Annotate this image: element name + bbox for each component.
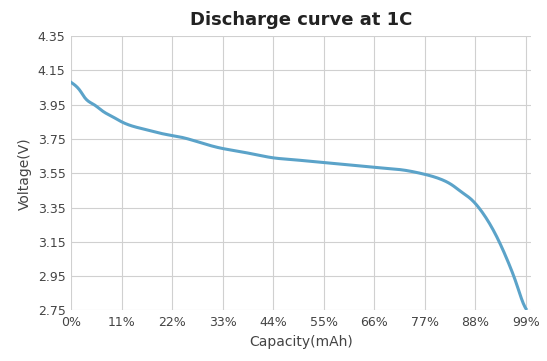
Y-axis label: Voltage(V): Voltage(V): [18, 137, 32, 210]
Title: Discharge curve at 1C: Discharge curve at 1C: [190, 11, 412, 29]
X-axis label: Capacity(mAh): Capacity(mAh): [249, 335, 353, 349]
